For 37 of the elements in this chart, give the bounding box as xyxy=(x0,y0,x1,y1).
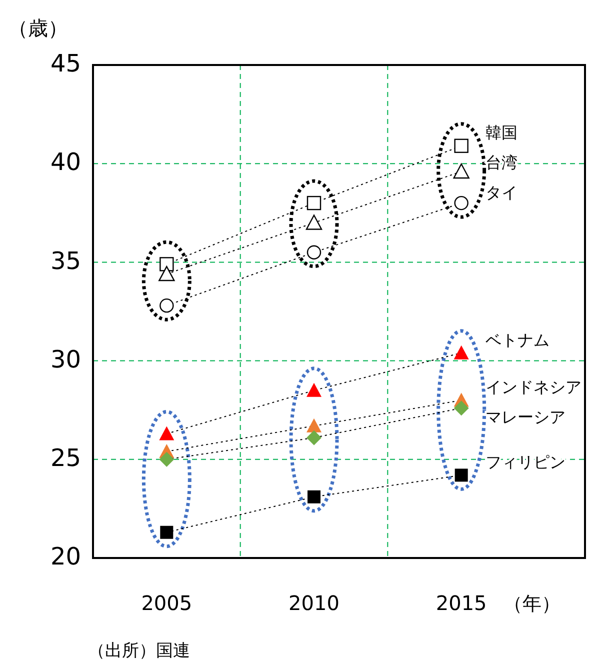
point xyxy=(160,257,174,272)
series-label: 韓国 xyxy=(485,123,518,142)
x-axis-title: （年） xyxy=(503,593,560,615)
point xyxy=(160,526,174,539)
point xyxy=(159,452,174,467)
series-label: 台湾 xyxy=(485,153,518,172)
series-label: タイ xyxy=(485,183,518,202)
y-tick-label: 35 xyxy=(50,246,81,275)
y-tick-label: 40 xyxy=(50,148,81,176)
point xyxy=(306,214,322,230)
point xyxy=(454,400,469,416)
point xyxy=(454,138,468,153)
point xyxy=(306,430,322,446)
series-label: ベトナム xyxy=(485,330,550,350)
point xyxy=(158,266,175,282)
series-label: インドネシア xyxy=(485,378,582,397)
point xyxy=(454,196,468,210)
text: （出所）国連 xyxy=(88,641,190,661)
y-tick-label: 30 xyxy=(50,345,81,374)
point xyxy=(306,382,322,397)
point xyxy=(453,163,470,179)
point xyxy=(160,298,174,313)
y-axis-title: （歳） xyxy=(8,16,68,40)
y-tick-label: 25 xyxy=(50,444,81,472)
x-tick-label: 2005 xyxy=(141,591,192,615)
y-tick-label: 45 xyxy=(50,50,81,78)
x-tick-label: 2015 xyxy=(436,591,487,615)
x-tick-label: 2010 xyxy=(288,591,340,615)
point xyxy=(454,345,469,360)
point xyxy=(308,490,320,504)
point xyxy=(306,418,322,432)
point xyxy=(159,426,174,440)
y-tick-label: 20 xyxy=(50,542,81,571)
point xyxy=(306,196,322,210)
point xyxy=(306,245,322,260)
series-label: マレーシア xyxy=(485,408,566,427)
point xyxy=(454,468,468,482)
